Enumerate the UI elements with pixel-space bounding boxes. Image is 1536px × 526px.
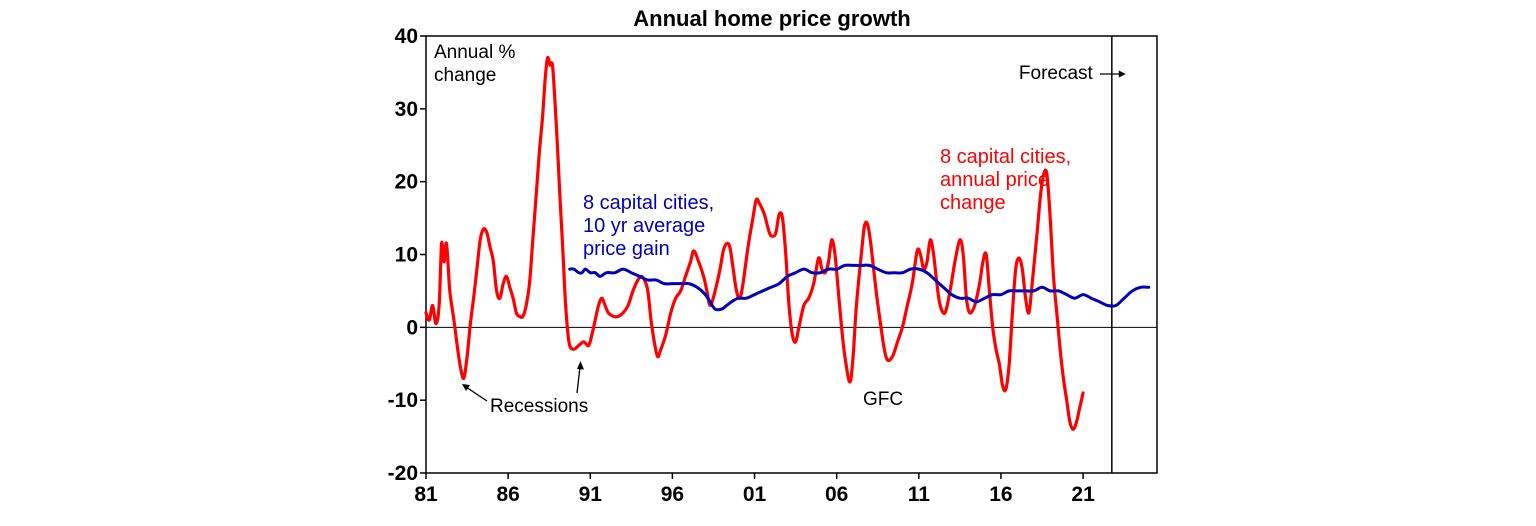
x-tick-label: 96 (661, 483, 684, 506)
y-axis-label: Annual % (434, 42, 515, 63)
x-tick-label: 21 (1071, 483, 1095, 506)
gfc-label: GFC (863, 389, 903, 410)
series-label: price gain (583, 238, 670, 260)
y-tick-label: 0 (406, 316, 418, 339)
series-label: 8 capital cities, (940, 146, 1071, 168)
ten-year-average-line (568, 263, 1151, 312)
x-tick-label: 86 (496, 483, 519, 506)
x-tick-label: 81 (414, 483, 438, 506)
recessions-label: Recessions (490, 396, 588, 417)
recession-arrow-1 (465, 386, 488, 402)
y-tick-label: 30 (395, 98, 418, 121)
annual-change-line (424, 55, 1085, 431)
chart-title: Annual home price growth (633, 6, 910, 31)
x-tick-label: 06 (825, 483, 848, 506)
y-tick-label: -10 (388, 389, 418, 412)
series-label: 8 capital cities, (583, 192, 714, 214)
forecast-arrow-head (1118, 70, 1126, 78)
forecast-label: Forecast (1019, 63, 1094, 84)
y-tick-label: -20 (388, 462, 418, 485)
recession-arrow-head-2 (577, 361, 584, 370)
series-layer (424, 55, 1151, 431)
y-tick-label: 10 (395, 244, 418, 267)
series-label: annual price (940, 169, 1049, 191)
x-tick-label: 91 (579, 483, 603, 506)
x-tick-label: 16 (989, 483, 1012, 506)
x-tick-label: 11 (908, 483, 931, 506)
y-tick-label: 40 (395, 25, 418, 48)
recession-arrow-2 (576, 366, 581, 394)
x-tick-label: 01 (743, 483, 767, 506)
y-tick-label: 20 (395, 171, 418, 194)
series-label: change (940, 192, 1006, 214)
series-label: 10 yr average (583, 215, 705, 237)
recession-arrow-head-1 (462, 384, 470, 391)
y-axis-label: change (434, 65, 496, 86)
